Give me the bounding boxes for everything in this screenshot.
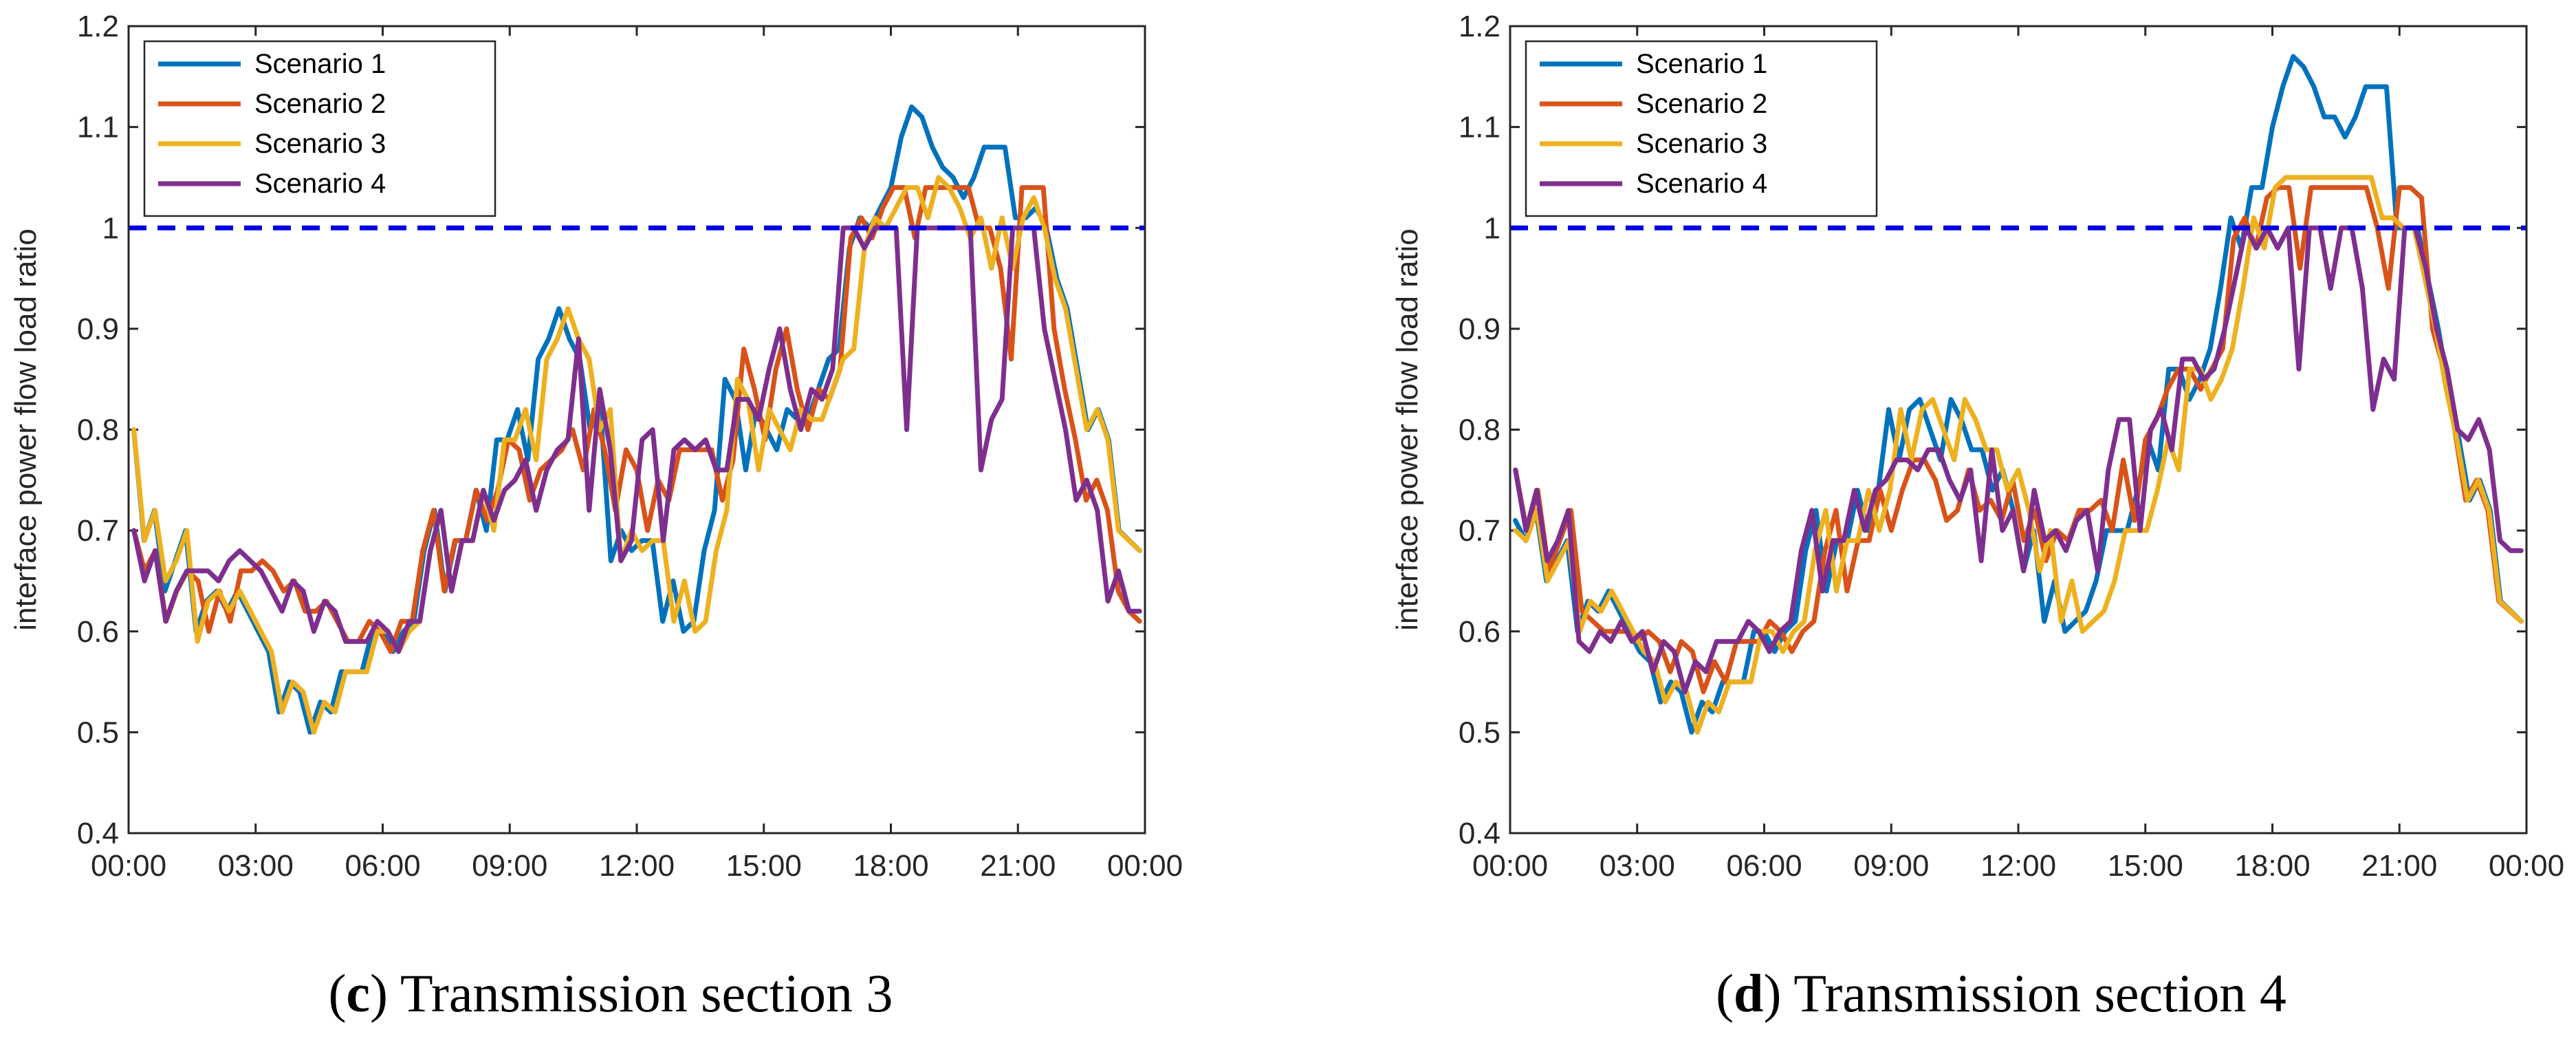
caption-close-paren: ) <box>370 963 388 1023</box>
legend-label-scenario-3: Scenario 3 <box>254 129 386 159</box>
y-tick-label: 0.5 <box>1459 716 1500 749</box>
x-tick-label: 09:00 <box>1853 849 1929 883</box>
y-tick-label: 0.9 <box>77 312 119 346</box>
x-tick-label: 06:00 <box>345 849 420 883</box>
y-tick-label: 1.1 <box>1459 111 1500 144</box>
y-tick-label: 1 <box>102 211 119 245</box>
caption-letter: d <box>1734 963 1763 1023</box>
legend-box <box>143 40 496 217</box>
y-tick-label: 0.6 <box>77 615 119 649</box>
y-tick-label: 0.8 <box>1459 413 1500 447</box>
x-tick-label: 12:00 <box>1980 849 2056 883</box>
panel-caption: (c) Transmission section 3 <box>328 963 893 1023</box>
legend-label-scenario-3: Scenario 3 <box>1636 129 1767 159</box>
y-tick-label: 0.8 <box>77 413 119 447</box>
caption-text: Transmission section 3 <box>400 963 893 1023</box>
y-tick-label: 0.7 <box>77 514 119 548</box>
chart-panel-c: 0.4 0.5 0.6 0.7 0.8 0.9 1 1.1 1.2 00:00 03:00 06:00… <box>9 10 1183 1023</box>
y-tick-label: 0.4 <box>1459 817 1500 850</box>
x-tick-label: 18:00 <box>853 849 928 883</box>
x-tick-label: 06:00 <box>1726 849 1802 883</box>
series-line-scenario-2 <box>1513 185 2524 695</box>
x-tick-label: 15:00 <box>2108 849 2183 883</box>
legend-label-scenario-4: Scenario 4 <box>254 169 386 199</box>
chart-panel-d: 0.4 0.5 0.6 0.7 0.8 0.9 1 1.1 1.2 00:00 03:00 06:00… <box>1390 10 2564 1023</box>
caption-text: Transmission section 4 <box>1793 963 2286 1023</box>
y-tick-label: 1 <box>1484 211 1500 245</box>
y-tick-label: 0.5 <box>77 716 119 749</box>
y-tick-label: 0.7 <box>1459 514 1500 548</box>
legend-label-scenario-1: Scenario 1 <box>1636 49 1767 79</box>
x-tick-label: 12:00 <box>599 849 675 883</box>
x-tick-label: 21:00 <box>980 849 1056 883</box>
series-line-scenario-4 <box>1513 225 2524 695</box>
y-tick-label: 1.2 <box>77 10 119 43</box>
panel-caption: (d) Transmission section 4 <box>1716 963 2286 1023</box>
caption-open-paren: ( <box>328 963 346 1023</box>
legend-box <box>1525 40 1878 217</box>
x-tick-label: 21:00 <box>2361 849 2437 883</box>
plot-frame <box>127 25 1146 835</box>
legend-label-scenario-2: Scenario 2 <box>1636 89 1767 119</box>
x-tick-label: 09:00 <box>472 849 547 883</box>
legend: Scenario 1 Scenario 2 Scenario 3 Scenario 4 <box>143 40 496 217</box>
x-tick-label: 00:00 <box>91 849 166 883</box>
x-tick-label: 15:00 <box>726 849 802 883</box>
series-line-scenario-4 <box>131 225 1142 654</box>
caption-open-paren: ( <box>1716 963 1734 1023</box>
x-tick-label: 00:00 <box>2489 849 2564 883</box>
x-tick-label: 00:00 <box>1107 849 1183 883</box>
caption-letter: c <box>346 963 370 1023</box>
x-tick-label: 00:00 <box>1472 849 1548 883</box>
x-tick-label: 18:00 <box>2234 849 2310 883</box>
plot-frame <box>1509 25 2528 835</box>
y-tick-label: 1.2 <box>1459 10 1500 43</box>
y-tick-label: 0.9 <box>1459 312 1500 346</box>
x-tick-label: 03:00 <box>1600 849 1675 883</box>
y-tick-label: 0.6 <box>1459 615 1500 649</box>
legend-label-scenario-4: Scenario 4 <box>1636 169 1767 199</box>
legend-label-scenario-1: Scenario 1 <box>254 49 386 79</box>
legend-label-scenario-2: Scenario 2 <box>254 89 386 119</box>
y-tick-label: 1.1 <box>77 111 119 144</box>
caption-close-paren: ) <box>1763 963 1781 1023</box>
y-tick-label: 0.4 <box>77 817 119 850</box>
y-axis-title: interface power flow load ratio <box>9 228 43 631</box>
y-axis-title: interface power flow load ratio <box>1390 228 1424 631</box>
legend: Scenario 1 Scenario 2 Scenario 3 Scenario 4 <box>1525 40 1878 217</box>
x-tick-label: 03:00 <box>218 849 294 883</box>
